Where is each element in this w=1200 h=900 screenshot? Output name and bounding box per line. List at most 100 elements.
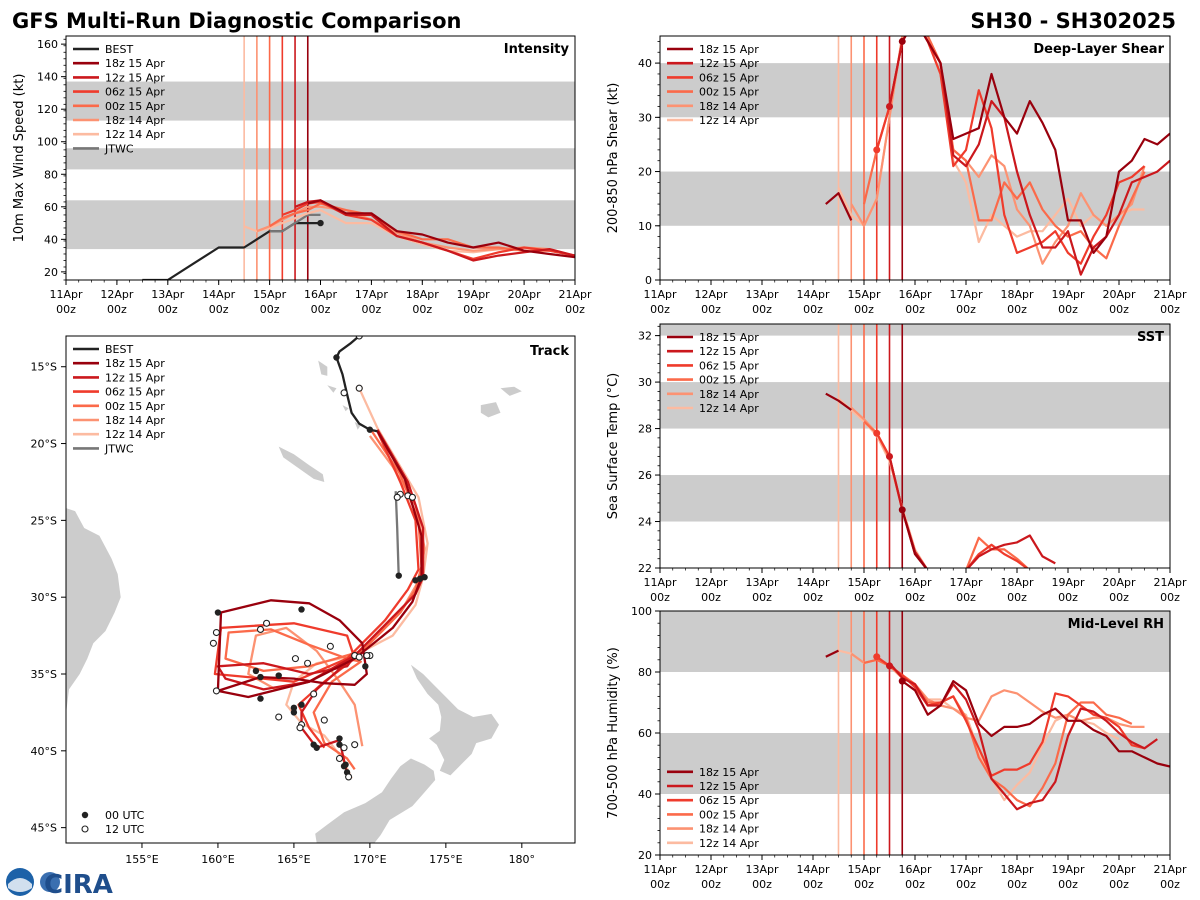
marker-00utc (333, 354, 340, 361)
x-tick-label: 18Apr (406, 288, 440, 301)
rh-panel: 20 40 60 80 100 11Apr 00z 12Apr 00z 13Apr 00z 14Apr… (606, 605, 1187, 891)
marker-00utc (275, 672, 282, 679)
y-tick-label: 30 (638, 376, 652, 389)
legend-label: 18z 14 Apr (105, 414, 165, 427)
marker-00utc (342, 761, 349, 768)
x-tick-sublabel: 00z (1058, 878, 1078, 891)
x-tick-label: 13Apr (151, 288, 185, 301)
y-tick-label: 28 (638, 423, 652, 436)
x-tick-label: 17Apr (355, 288, 389, 301)
track-line-18z-15-apr (216, 430, 423, 699)
plot-area (660, 611, 1170, 855)
panel-title: Track (530, 344, 569, 359)
x-tick-label: 20Apr (1102, 288, 1136, 301)
x-tick-sublabel: 00z (650, 303, 670, 316)
globe-icon (40, 872, 60, 892)
marker-12utc (275, 713, 283, 721)
x-tick-sublabel: 00z (905, 591, 925, 604)
x-tick-label: 20Apr (508, 288, 542, 301)
x-tick-sublabel: 00z (1058, 303, 1078, 316)
init-marker-18z-15-apr (898, 506, 906, 514)
x-tick-sublabel: 00z (1109, 878, 1129, 891)
legend-label: 18z 14 Apr (699, 823, 759, 836)
init-marker-06z-15-apr (873, 653, 881, 661)
x-tick-sublabel: 00z (1160, 878, 1180, 891)
legend-label: 00 UTC (105, 809, 145, 822)
map-area (66, 336, 522, 843)
x-tick-label: 14Apr (796, 863, 830, 876)
series-line-late-3 (966, 534, 1056, 568)
legend-label: JTWC (104, 142, 134, 155)
y-tick-label: 60 (638, 727, 652, 740)
legend-label: 12z 15 Apr (105, 371, 165, 384)
series-line-12z-15-apr (888, 662, 1158, 811)
legend-label: 18z 14 Apr (105, 114, 165, 127)
legend-label: 06z 15 Apr (699, 359, 759, 372)
init-marker-06z-15-apr (873, 146, 881, 154)
marker-00utc (366, 426, 374, 433)
x-tick-sublabel: 00z (803, 878, 823, 891)
legend-label: 12z 14 Apr (105, 428, 165, 441)
x-tick-label: 17Apr (949, 576, 983, 589)
lat-tick-label: 45°S (31, 822, 57, 835)
x-tick-label: 17Apr (949, 288, 983, 301)
legend-label: 00z 15 Apr (699, 808, 759, 821)
y-tick-label: 40 (44, 233, 58, 246)
marker-12utc (355, 653, 363, 661)
shear-panel: 0 10 20 30 40 11Apr 00z 12Apr 00z 13Apr 00z 14Apr 00… (606, 35, 1187, 316)
track-line-12z-15-apr (216, 429, 425, 775)
land-vanuatu-1 (318, 360, 328, 376)
x-tick-sublabel: 00z (701, 303, 721, 316)
series-line-18z-15-apr (307, 199, 575, 259)
track-line-best (335, 336, 378, 433)
marker-00utc (313, 744, 320, 751)
x-tick-label: 12Apr (100, 288, 134, 301)
x-tick-label: 16Apr (898, 863, 932, 876)
series-line-best (142, 222, 321, 280)
x-tick-sublabel: 00z (956, 878, 976, 891)
legend-label: 12z 14 Apr (699, 402, 759, 415)
series-line-early (825, 392, 852, 411)
legend-label: 00z 15 Apr (699, 374, 759, 387)
land-fiji-2 (500, 386, 522, 396)
marker-00utc (214, 609, 222, 616)
x-tick-label: 15Apr (847, 288, 881, 301)
y-tick-label: 80 (638, 666, 652, 679)
land-vanuatu-4 (354, 422, 361, 430)
y-tick-label: 20 (638, 166, 652, 179)
legend-label: 18z 15 Apr (105, 57, 165, 70)
marker-00utc (290, 704, 298, 711)
x-tick-label: 19Apr (1051, 576, 1085, 589)
marker-12utc (355, 384, 363, 392)
legend-label: 18z 15 Apr (105, 357, 165, 370)
y-axis-label: 700-500 hPa Humidity (%) (606, 647, 621, 819)
storm-id: SH30 - SH302025 (970, 9, 1176, 33)
x-tick-label: 13Apr (745, 288, 779, 301)
track-line-18z-14-apr (247, 435, 426, 747)
x-tick-sublabel: 00z (1058, 591, 1078, 604)
threshold-band (660, 733, 1170, 794)
x-tick-sublabel: 00z (1007, 303, 1027, 316)
land-nz-south (315, 758, 436, 843)
series-line-late-2 (966, 543, 1029, 568)
init-marker-12z-15-apr (886, 102, 893, 110)
y-tick-label: 160 (37, 38, 58, 51)
x-tick-label: 21Apr (558, 288, 592, 301)
x-tick-label: 12Apr (694, 288, 728, 301)
marker-00utc (362, 663, 369, 670)
marker-12utc (408, 493, 416, 501)
threshold-band (660, 324, 1170, 336)
y-tick-label: 10 (638, 220, 652, 233)
y-tick-label: 120 (37, 103, 58, 116)
x-tick-sublabel: 00z (158, 303, 178, 316)
land-new-caledonia (278, 446, 325, 482)
legend-label: 06z 15 Apr (699, 794, 759, 807)
x-tick-label: 21Apr (1153, 576, 1187, 589)
legend-label: 12z 14 Apr (699, 114, 759, 127)
y-tick-label: 20 (638, 849, 652, 862)
lon-tick-label: 155°E (125, 853, 158, 866)
x-tick-label: 12Apr (694, 576, 728, 589)
x-tick-sublabel: 00z (752, 878, 772, 891)
series-line-18z-15-apr (901, 679, 1170, 768)
y-tick-label: 32 (638, 330, 652, 343)
